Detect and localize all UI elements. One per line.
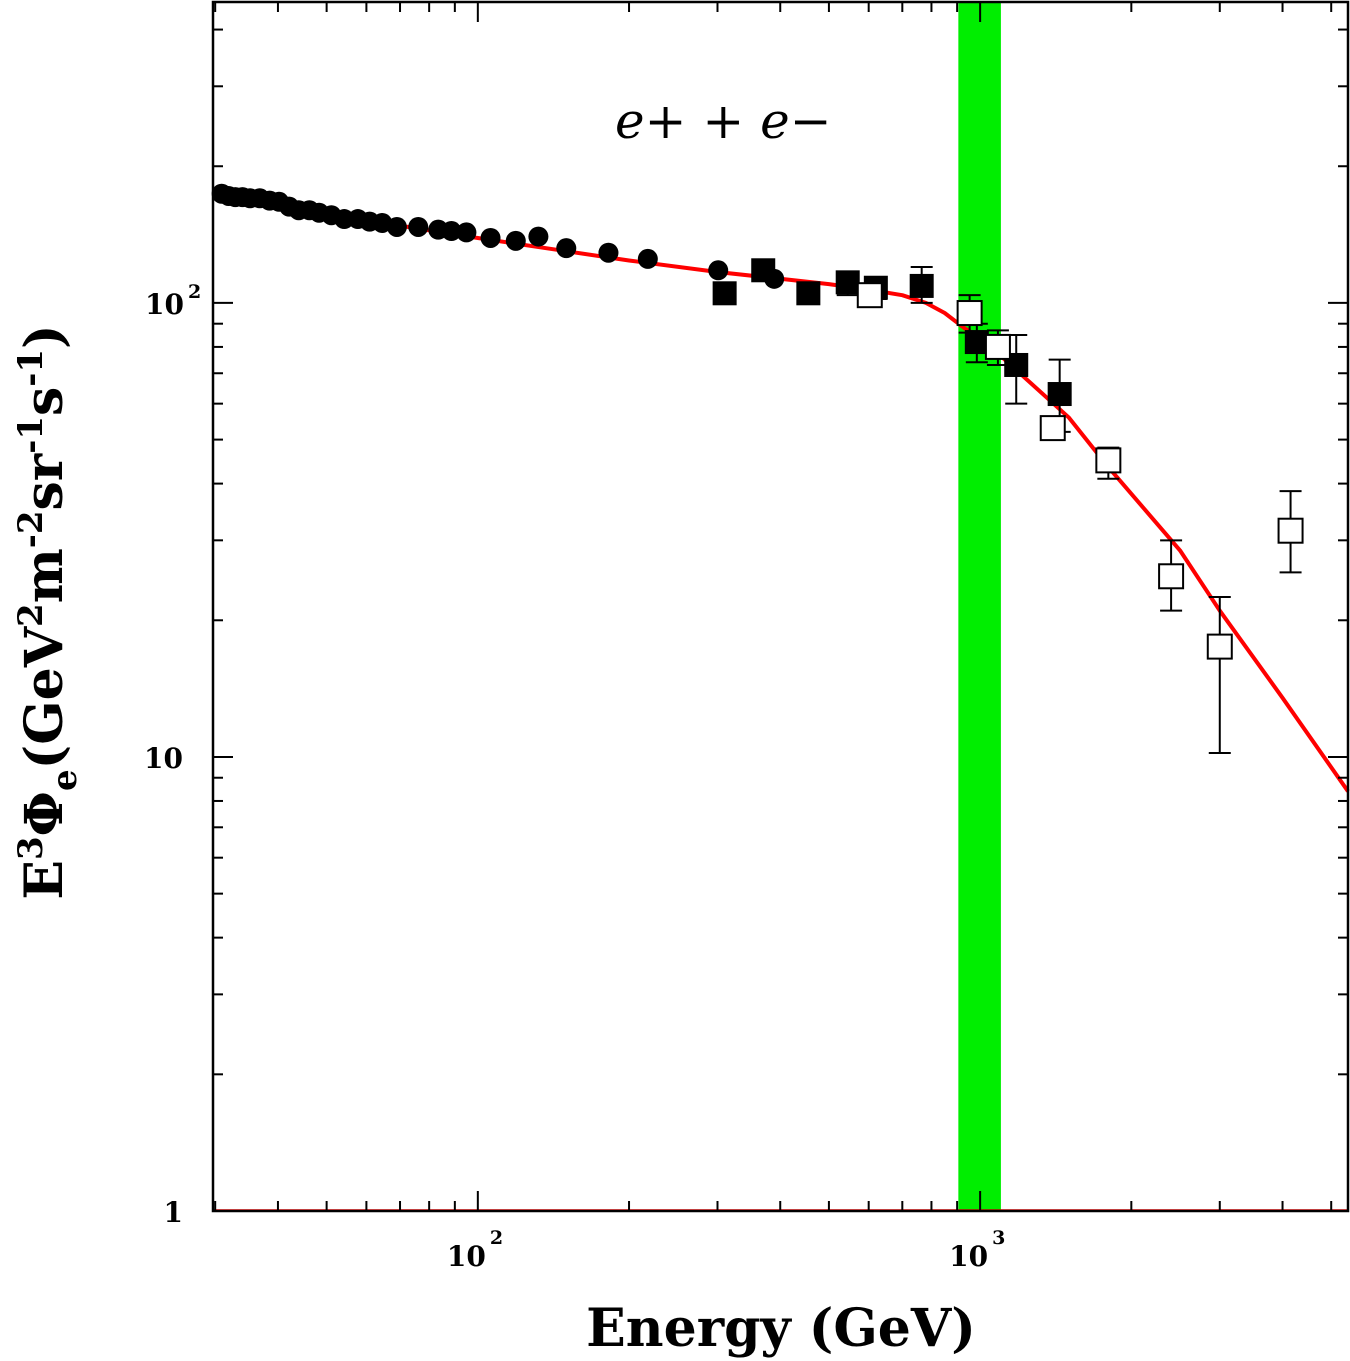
data-point-circle bbox=[556, 238, 577, 259]
marker-layer bbox=[211, 183, 1304, 660]
plot-frame bbox=[211, 0, 1350, 1213]
y-tick-label: 1 bbox=[164, 1196, 183, 1229]
y-axis-title-part: Φ bbox=[14, 791, 75, 836]
y-tick-exponent: 2 bbox=[188, 281, 201, 303]
y-tick-label: 10 bbox=[144, 742, 183, 775]
data-point-circle bbox=[480, 227, 501, 248]
y-axis-title-part: -1 bbox=[11, 349, 51, 387]
data-point-square-open bbox=[1095, 447, 1122, 474]
y-axis-title-part: s bbox=[14, 387, 75, 416]
x-axis-title: Energy (GeV) bbox=[586, 1298, 976, 1359]
energy-band-layer bbox=[958, 2, 1001, 1211]
x-tick-label: 10 bbox=[447, 1240, 486, 1273]
data-point-square-open bbox=[1206, 633, 1233, 660]
data-point-circle bbox=[598, 242, 619, 263]
data-point-square-open bbox=[956, 300, 983, 327]
y-axis-title-part: e bbox=[45, 769, 85, 791]
data-point-square-open bbox=[1039, 415, 1066, 442]
data-point-square-filled bbox=[796, 281, 821, 306]
y-axis-title-part: E bbox=[14, 860, 75, 900]
y-axis-title-part: m bbox=[14, 548, 75, 603]
y-axis-title-part: -2 bbox=[11, 510, 51, 548]
data-point-square-open bbox=[1277, 517, 1304, 544]
y-tick-label: 10 bbox=[145, 288, 184, 321]
data-point-square-filled bbox=[751, 258, 776, 283]
y-axis-title-part: ) bbox=[14, 324, 75, 349]
data-point-square-filled bbox=[1047, 382, 1072, 407]
data-point-circle bbox=[637, 248, 658, 269]
x-tick-exponent: 3 bbox=[992, 1227, 1005, 1249]
data-point-square-filled bbox=[835, 270, 860, 295]
energy-band bbox=[958, 2, 1001, 1211]
y-axis-title-part: 2 bbox=[11, 603, 51, 627]
fit-line-layer bbox=[212, 191, 1350, 1211]
y-axis-title-part: sr bbox=[14, 453, 75, 510]
data-point-circle bbox=[505, 230, 526, 251]
data-point-square-filled bbox=[712, 281, 737, 306]
axes-layer bbox=[211, 0, 1350, 1213]
data-point-circle bbox=[386, 216, 407, 237]
x-tick-exponent: 2 bbox=[490, 1227, 503, 1249]
data-point-square-open bbox=[984, 333, 1011, 360]
data-point-square-filled bbox=[964, 330, 989, 355]
annotation-label: e+ + e− bbox=[615, 92, 832, 150]
y-axis-title-part: (GeV bbox=[14, 625, 75, 769]
data-point-circle bbox=[528, 226, 549, 247]
data-point-square-filled bbox=[909, 273, 934, 298]
y-axis-title: E3Φe(GeV2m-2sr-1s-1) bbox=[11, 324, 85, 899]
data-point-circle bbox=[408, 216, 429, 237]
data-point-square-open bbox=[856, 282, 883, 309]
y-axis-title-part: -1 bbox=[11, 416, 51, 454]
y-axis-title-part: 3 bbox=[11, 836, 51, 860]
data-point-circle bbox=[456, 222, 477, 243]
data-point-circle bbox=[441, 221, 462, 242]
data-point-circle bbox=[708, 260, 729, 281]
data-point-square-open bbox=[1158, 563, 1185, 590]
x-tick-label: 10 bbox=[949, 1240, 988, 1273]
